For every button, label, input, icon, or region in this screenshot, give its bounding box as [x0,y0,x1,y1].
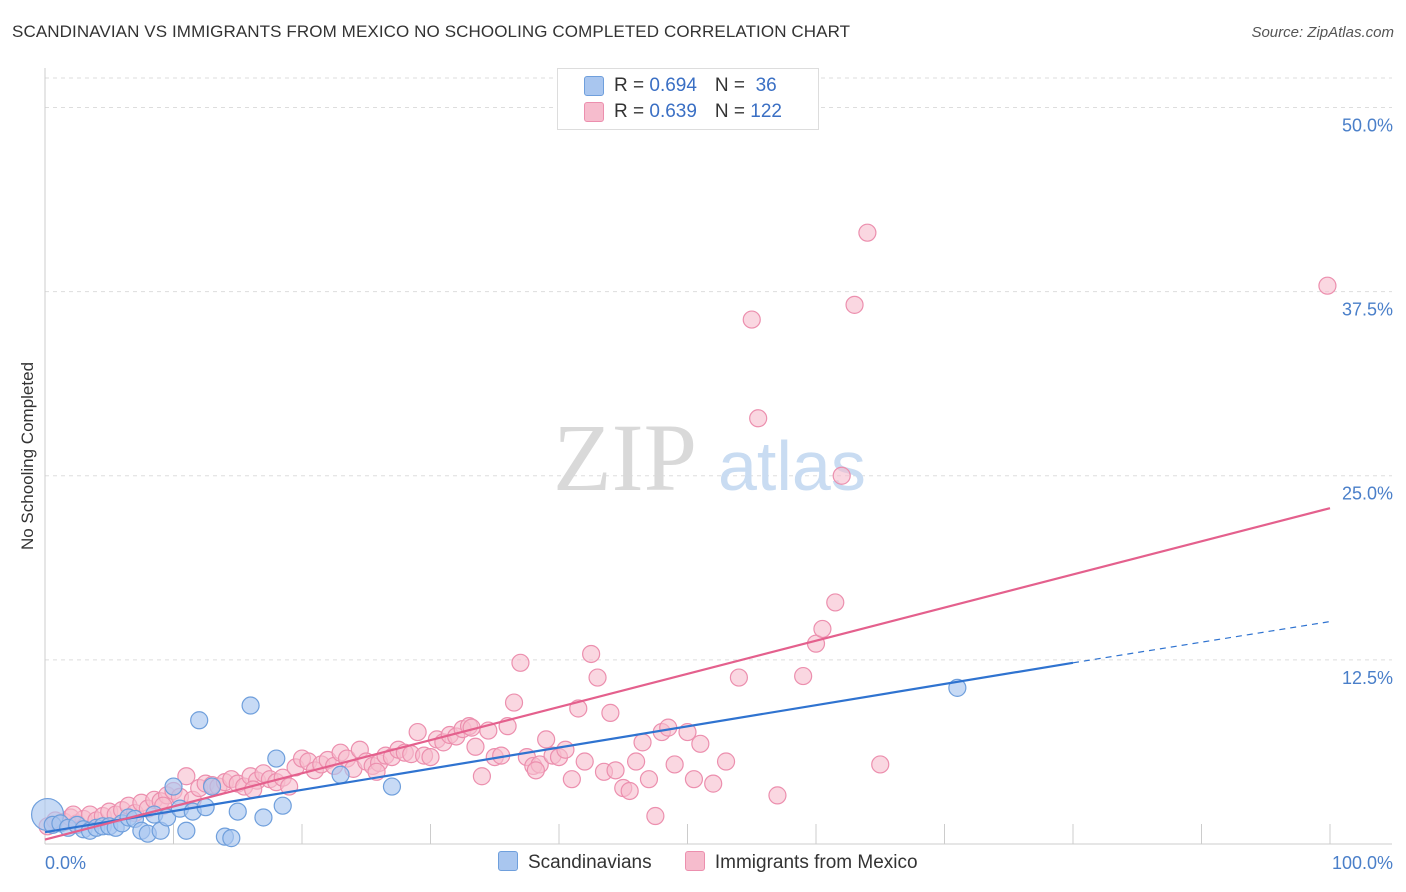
legend-n-label: N = [714,101,751,122]
mexico-point [472,767,491,786]
legend-swatch-pink [584,101,604,122]
x-tick-label-min: 0.0% [45,853,86,873]
mexico-point [845,295,864,314]
y-tick-label: 50.0% [1342,115,1393,135]
watermark-atlas: atlas [718,427,866,505]
scandinavian-point [241,696,260,715]
mexico-point [601,703,620,722]
mexico-point [633,733,652,752]
series-swatch-blue [498,850,518,871]
x-tick-label-max: 100.0% [1332,853,1393,873]
mexico-point [582,644,601,664]
scandinavian-trend-extension [1072,620,1331,664]
scandinavian-point [267,749,286,768]
scandinavian-point [228,802,247,821]
mexico-point [537,730,556,749]
mexico-point [562,770,581,789]
mexico-point [813,619,832,639]
scandinavian-point [382,777,402,796]
mexico-point [704,774,723,793]
mexico-point [826,593,845,612]
axes [44,68,1392,845]
mexico-point [691,734,710,753]
mexico-point [556,740,575,759]
scandinavian-point [222,829,241,848]
scandinavian-point [190,711,209,730]
mexico-point [684,770,704,789]
mexico-point [466,737,485,756]
scandinavian-point [164,777,183,796]
mexico-point [742,310,761,329]
legend-row-scandinavians: R = 0.694 N = 36 [584,75,777,99]
scandinavian-trend-line [44,661,1074,834]
mexico-point [749,409,768,428]
mexico-point [408,722,427,742]
mexico-point [421,747,440,767]
source-label: Source: ZipAtlas.com [1251,24,1394,41]
mexico-trend-line [44,507,1331,841]
mexico-point [606,761,625,780]
mexico-point [588,668,607,687]
mexico-point [177,767,196,786]
legend-n-label: N = [714,75,751,96]
watermark: ZIP atlas [553,404,866,511]
mexico-point [526,761,545,780]
legend-row-mexico: R = 0.639 N = 122 [584,101,782,125]
mexico-point [871,755,890,774]
legend-swatch-blue [584,75,604,96]
watermark-zip: ZIP [553,404,697,511]
y-tick-label: 25.0% [1342,484,1393,504]
series-legend-scandinavians[interactable]: Scandinavians [498,850,652,874]
mexico-point [729,668,749,687]
mexico-point [511,653,530,672]
scandinavian-point [177,821,196,840]
mexico-point [626,752,646,771]
scandinavian-point [273,796,292,815]
legend-r-value: 0.694 [649,75,697,96]
mexico-point [639,770,659,789]
legend-r-label: R = [614,101,650,122]
series-legend-mexico[interactable]: Immigrants from Mexico [684,850,918,874]
legend-n-value: 36 [750,75,777,96]
gridlines [45,77,1392,661]
mexico-point [794,666,813,686]
tick-labels: 12.5% 25.0% 37.5% 50.0% 0.0% 100.0% [45,115,1393,873]
mexico-point [665,755,684,774]
y-tick-label: 12.5% [1342,668,1393,688]
legend-r-value: 0.639 [649,101,697,122]
mexico-point [620,781,639,801]
chart-title: SCANDINAVIAN VS IMMIGRANTS FROM MEXICO N… [12,22,851,41]
mexico-point [1318,276,1337,295]
legend-n-value: 122 [750,101,782,122]
series-legend: Scandinavians Immigrants from Mexico [498,850,946,874]
mexico-point [716,752,736,771]
scandinavian-point [202,777,222,796]
mexico-point [832,466,851,485]
mexico-point [504,693,524,712]
scandinavian-point [331,765,350,784]
stats-legend: R = 0.694 N = 36 R = 0.639 N = 122 [557,68,819,130]
scandinavian-point [254,808,273,827]
series-label: Scandinavians [528,852,652,873]
series-swatch-pink [684,850,705,871]
series-label: Immigrants from Mexico [714,852,918,873]
mexico-point [646,806,665,826]
legend-r-label: R = [614,75,650,96]
mexico-point [858,223,877,242]
mexico-point [768,786,787,805]
mexico-points [38,223,1337,836]
mexico-point [575,752,594,771]
trend-lines [44,507,1331,841]
y-tick-label: 37.5% [1342,300,1393,320]
